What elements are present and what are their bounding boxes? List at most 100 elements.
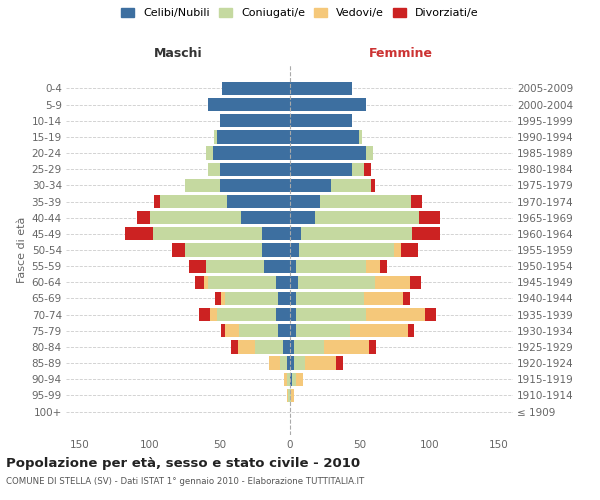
Text: Maschi: Maschi (154, 47, 202, 60)
Bar (367, 308, 425, 321)
Legend: Celibi/Nubili, Coniugati/e, Vedovi/e, Divorziati/e: Celibi/Nubili, Coniugati/e, Vedovi/e, Di… (119, 6, 481, 20)
Bar (296, 308, 367, 321)
Bar (292, 372, 296, 386)
Bar (265, 260, 290, 273)
Bar (290, 130, 359, 143)
Bar (287, 356, 290, 370)
Bar (208, 276, 275, 289)
Bar (369, 340, 376, 353)
Bar (287, 372, 290, 386)
Bar (199, 308, 210, 321)
Bar (350, 324, 408, 338)
Bar (221, 292, 225, 305)
Bar (204, 276, 208, 289)
Bar (287, 389, 288, 402)
Bar (359, 130, 362, 143)
Bar (314, 211, 419, 224)
Bar (208, 98, 290, 111)
Bar (290, 82, 352, 95)
Bar (278, 292, 290, 305)
Bar (290, 324, 296, 338)
Bar (225, 324, 239, 338)
Bar (194, 276, 204, 289)
Bar (299, 244, 394, 256)
Bar (269, 356, 280, 370)
Bar (411, 195, 422, 208)
Bar (380, 260, 387, 273)
Bar (217, 308, 275, 321)
Bar (239, 324, 278, 338)
Bar (212, 146, 290, 160)
Bar (227, 195, 290, 208)
Y-axis label: Fasce di età: Fasce di età (17, 217, 28, 283)
Bar (280, 356, 287, 370)
Bar (215, 292, 221, 305)
Text: Popolazione per età, sesso e stato civile - 2010: Popolazione per età, sesso e stato civil… (6, 458, 360, 470)
Bar (320, 195, 411, 208)
Bar (364, 162, 371, 176)
Bar (241, 211, 290, 224)
Bar (296, 324, 350, 338)
Bar (223, 82, 290, 95)
Bar (220, 179, 290, 192)
Bar (278, 324, 290, 338)
Bar (425, 308, 436, 321)
Bar (220, 162, 290, 176)
Bar (290, 98, 367, 111)
Bar (290, 292, 296, 305)
Bar (290, 227, 301, 240)
Bar (262, 244, 290, 256)
Bar (220, 114, 290, 128)
Bar (352, 162, 364, 176)
Bar (283, 340, 290, 353)
Bar (290, 356, 293, 370)
Bar (137, 211, 150, 224)
Bar (152, 227, 262, 240)
Bar (238, 340, 254, 353)
Text: COMUNE DI STELLA (SV) - Dati ISTAT 1° gennaio 2010 - Elaborazione TUTTITALIA.IT: COMUNE DI STELLA (SV) - Dati ISTAT 1° ge… (6, 478, 364, 486)
Bar (275, 276, 290, 289)
Text: Femmine: Femmine (369, 47, 433, 60)
Bar (206, 146, 212, 160)
Bar (290, 162, 352, 176)
Bar (290, 276, 298, 289)
Bar (401, 244, 418, 256)
Bar (296, 372, 304, 386)
Bar (290, 340, 293, 353)
Bar (290, 211, 314, 224)
Bar (290, 244, 299, 256)
Bar (375, 276, 410, 289)
Bar (290, 146, 367, 160)
Bar (290, 195, 320, 208)
Bar (214, 130, 217, 143)
Bar (154, 195, 160, 208)
Bar (403, 292, 410, 305)
Bar (160, 195, 227, 208)
Bar (293, 340, 325, 353)
Bar (221, 324, 225, 338)
Bar (325, 340, 369, 353)
Bar (412, 227, 440, 240)
Bar (284, 372, 287, 386)
Bar (371, 179, 375, 192)
Bar (293, 356, 305, 370)
Bar (296, 292, 364, 305)
Bar (367, 260, 380, 273)
Bar (290, 372, 292, 386)
Bar (367, 146, 373, 160)
Bar (290, 389, 291, 402)
Bar (290, 114, 352, 128)
Bar (410, 276, 421, 289)
Bar (290, 179, 331, 192)
Bar (208, 162, 220, 176)
Bar (419, 211, 440, 224)
Bar (231, 340, 238, 353)
Bar (301, 227, 412, 240)
Bar (254, 340, 283, 353)
Bar (408, 324, 414, 338)
Bar (275, 308, 290, 321)
Bar (225, 292, 278, 305)
Bar (206, 260, 265, 273)
Bar (210, 308, 217, 321)
Bar (290, 308, 296, 321)
